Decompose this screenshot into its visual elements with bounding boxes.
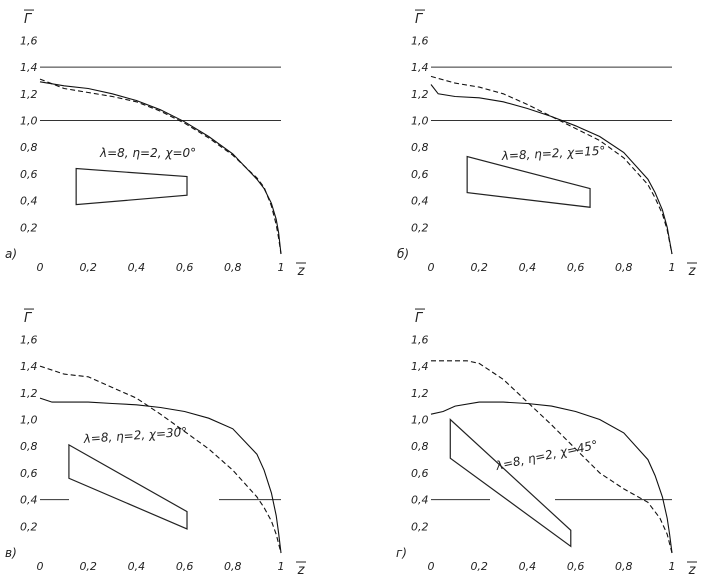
panel-label: г) [396,546,407,560]
y-tick-label: 0,2 [411,520,429,533]
parameter-annotation: λ=8, η=2, χ=0° [99,146,196,160]
x-tick-label: 0,6 [176,261,194,274]
y-tick-label: 1,0 [411,414,429,427]
panel-label: а) [5,247,17,261]
x-tick-label: 0,6 [567,261,585,274]
x-tick-label: 0,6 [567,560,585,573]
y-axis-label: Γ [415,311,424,326]
x-tick-label: 0,8 [615,560,633,573]
y-tick-label: 0,4 [20,494,38,507]
x-axis-label: z [297,563,306,578]
y-tick-label: 1,4 [411,61,429,74]
x-axis-label: z [688,563,697,578]
y-tick-label: 0,4 [411,195,429,208]
y-tick-label: 1,0 [411,115,429,128]
y-tick-label: 1,6 [20,34,38,47]
y-tick-label: 1,2 [411,88,429,101]
x-tick-label: 1 [278,560,285,573]
y-tick-label: 0,8 [411,141,429,154]
y-axis-label: Γ [415,12,424,27]
solid-series-line [39,397,282,554]
wing-planform [68,443,188,530]
x-tick-label: 1 [669,560,676,573]
x-tick-label: 0,4 [519,261,537,274]
x-tick-label: 0 [428,261,435,274]
dashed-series-line [430,75,673,255]
y-tick-label: 0,2 [411,221,429,234]
y-tick-label: 1,4 [20,61,38,74]
x-axis-label: z [688,264,697,279]
y-tick-label: 1,6 [411,333,429,346]
dashed-series-line [431,360,673,554]
x-tick-label: 0,8 [224,261,242,274]
y-tick-label: 0,4 [411,494,429,507]
solid-series-line [39,81,282,255]
y-tick-label: 0,6 [20,168,38,181]
y-tick-label: 1,2 [411,387,429,400]
y-tick-label: 1,2 [20,88,38,101]
parameter-annotation: λ=8, η=2, χ=45° [494,438,599,473]
y-tick-label: 0,8 [20,141,38,154]
x-tick-label: 0 [37,261,44,274]
y-tick-label: 1,6 [20,333,38,346]
x-tick-label: 0,6 [176,560,194,573]
y-tick-label: 0,2 [20,520,38,533]
y-tick-label: 0,8 [411,440,429,453]
y-tick-label: 0,6 [411,168,429,181]
parameter-annotation: λ=8, η=2, χ=30° [82,425,188,446]
y-tick-label: 1,4 [20,360,38,373]
x-tick-label: 0,4 [128,261,146,274]
x-tick-label: 0,4 [519,560,537,573]
x-tick-label: 0,2 [79,261,97,274]
x-tick-label: 1 [278,261,285,274]
y-tick-label: 0,2 [20,221,38,234]
dashed-series-line [39,365,282,554]
x-axis-label: z [297,264,306,279]
x-tick-label: 0 [428,560,435,573]
x-tick-label: 0,8 [224,560,242,573]
x-tick-label: 1 [669,261,676,274]
parameter-annotation: λ=8, η=2, χ=15° [500,144,605,163]
wing-planform [449,418,572,548]
x-tick-label: 0,2 [79,560,97,573]
wing-planform [466,155,591,208]
y-tick-label: 1,0 [20,414,38,427]
y-axis-label: Γ [24,311,33,326]
y-tick-label: 0,6 [411,467,429,480]
y-tick-label: 0,6 [20,467,38,480]
x-tick-label: 0 [37,560,44,573]
y-tick-label: 1,0 [20,115,38,128]
panel-label: б) [397,247,409,261]
solid-series-line [430,84,673,255]
x-tick-label: 0,2 [470,560,488,573]
y-tick-label: 1,2 [20,387,38,400]
x-tick-label: 0,8 [615,261,633,274]
y-tick-label: 1,6 [411,34,429,47]
y-tick-label: 0,4 [20,195,38,208]
x-tick-label: 0,4 [128,560,146,573]
dashed-series-line [39,78,282,255]
y-tick-label: 0,8 [20,440,38,453]
y-axis-label: Γ [24,12,33,27]
x-tick-label: 0,2 [470,261,488,274]
wing-planform [75,167,188,206]
solid-series-line [430,401,673,554]
panel-label: в) [5,546,17,560]
y-tick-label: 1,4 [411,360,429,373]
